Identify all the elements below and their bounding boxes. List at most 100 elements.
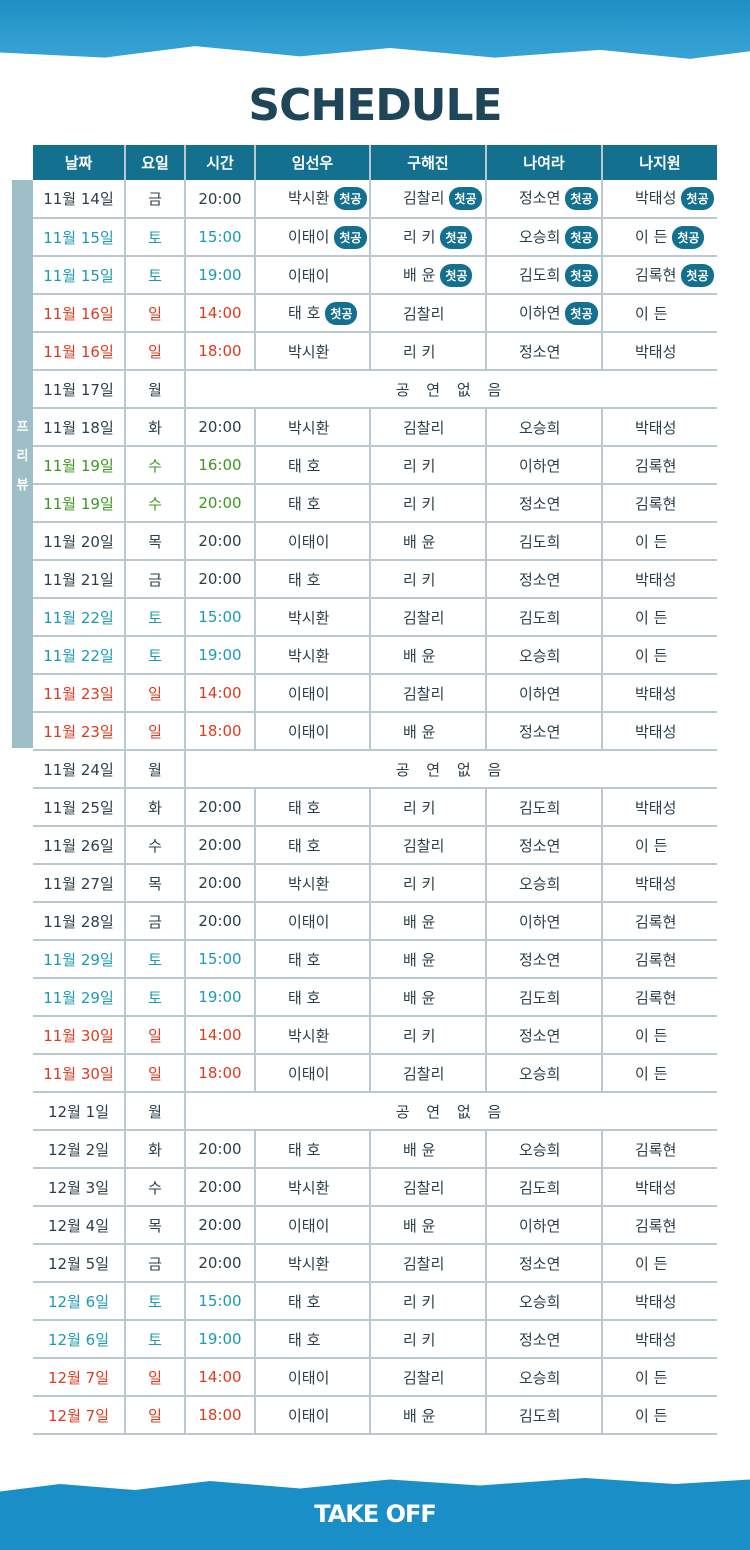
column-header: 구해진 <box>369 145 486 180</box>
time-cell: 20:00 <box>184 788 255 827</box>
day-cell: 목 <box>124 1206 185 1245</box>
cast-cell: 정소연 <box>485 484 602 523</box>
table-row: 11월 19일 수 16:00 태 호 리 키 이하연 김록현 <box>33 446 717 485</box>
time-cell: 20:00 <box>184 902 255 941</box>
date-cell: 12월 6일 <box>33 1282 125 1321</box>
time-cell: 19:00 <box>184 1320 255 1359</box>
takeoff-logo: TAKE OFF <box>314 1500 437 1528</box>
date-cell: 11월 22일 <box>33 598 125 637</box>
table-row: 11월 23일 일 14:00 이태이 김찰리 이하연 박태성 <box>33 674 717 713</box>
cast-name: 이태이 <box>288 532 330 551</box>
date-cell: 11월 15일 <box>33 218 125 257</box>
cast-cell: 김찰리 <box>369 674 486 713</box>
table-row: 11월 20일 목 20:00 이태이 배 윤 김도희 이 든 <box>33 522 717 561</box>
cast-cell: 김찰리 <box>369 1054 486 1093</box>
cast-name: 박태성 <box>635 1178 677 1197</box>
day-cell: 토 <box>124 978 185 1017</box>
cast-name: 정소연 <box>519 189 561 207</box>
cast-name: 김록현 <box>635 912 677 931</box>
day-cell: 금 <box>124 180 185 219</box>
table-row: 11월 25일 화 20:00 태 호 리 키 김도희 박태성 <box>33 788 717 827</box>
cast-cell: 박태성 <box>601 332 717 371</box>
date-cell: 12월 6일 <box>33 1320 125 1359</box>
cast-name: 배 윤 <box>403 988 436 1007</box>
cast-cell: 김록현 <box>601 1130 717 1169</box>
cast-name: 이 든 <box>635 1368 668 1387</box>
date-cell: 11월 23일 <box>33 674 125 713</box>
side-char: 뷰 <box>16 478 29 493</box>
time-cell: 18:00 <box>184 1054 255 1093</box>
date-cell: 12월 4일 <box>33 1206 125 1245</box>
table-row: 11월 18일 화 20:00 박시환 김찰리 오승희 박태성 <box>33 408 717 447</box>
cast-cell: 이태이 <box>254 256 370 295</box>
cast-cell: 오승희 <box>485 636 602 675</box>
table-row: 11월 17일 월 공 연 없 음 <box>33 370 717 409</box>
cast-name: 태 호 <box>288 456 321 475</box>
cast-cell: 태 호 <box>254 788 370 827</box>
cast-cell: 태 호 <box>254 446 370 485</box>
cast-name: 배 윤 <box>403 1216 436 1235</box>
date-cell: 11월 20일 <box>33 522 125 561</box>
cast-cell: 리 키 <box>369 1320 486 1359</box>
day-cell: 일 <box>124 1396 185 1435</box>
cast-cell: 이태이 <box>254 1358 370 1397</box>
cast-name: 이 든 <box>635 608 668 627</box>
cast-cell: 이하연 <box>485 1206 602 1245</box>
side-char: 프 <box>16 420 29 435</box>
cast-name: 배 윤 <box>403 532 436 551</box>
day-cell: 일 <box>124 674 185 713</box>
cast-name: 배 윤 <box>403 722 436 741</box>
cast-name: 김찰리 <box>403 836 445 855</box>
no-show-cell: 공 연 없 음 <box>184 1092 717 1131</box>
cast-name: 이하연 <box>519 1216 561 1235</box>
time-cell: 20:00 <box>184 560 255 599</box>
cast-name: 김찰리 <box>403 1178 445 1197</box>
cast-cell: 리 키 <box>369 1282 486 1321</box>
cast-name: 이 든 <box>635 532 668 551</box>
cast-name: 배 윤 <box>403 1406 436 1425</box>
cast-name: 박시환 <box>288 1178 330 1197</box>
table-row: 11월 15일 토 15:00 이태이 첫공 리 키 첫공 오승희 첫공 이 든 첫공 <box>33 218 717 257</box>
cast-name: 박태성 <box>635 722 677 741</box>
cast-cell: 이태이 <box>254 1054 370 1093</box>
cast-cell: 박태성 <box>601 408 717 447</box>
day-cell: 화 <box>124 408 185 447</box>
time-cell: 20:00 <box>184 1244 255 1283</box>
cast-cell: 김찰리 <box>369 1168 486 1207</box>
first-show-badge: 첫공 <box>440 263 473 287</box>
date-cell: 11월 23일 <box>33 712 125 751</box>
bottom-brush-banner <box>0 1478 750 1550</box>
cast-name: 정소연 <box>519 1330 561 1349</box>
cast-cell: 배 윤 <box>369 1130 486 1169</box>
day-cell: 토 <box>124 636 185 675</box>
cast-name: 김록현 <box>635 265 677 284</box>
cast-cell: 태 호 <box>254 1130 370 1169</box>
cast-cell: 이 든 첫공 <box>601 218 717 257</box>
cast-name: 김록현 <box>635 494 677 513</box>
cast-name: 김록현 <box>635 950 677 969</box>
cast-name: 배 윤 <box>403 950 436 969</box>
time-cell: 14:00 <box>184 1358 255 1397</box>
first-show-badge: 첫공 <box>334 187 367 210</box>
cast-cell: 박시환 <box>254 408 370 447</box>
cast-name: 박시환 <box>288 342 330 361</box>
cast-name: 오승희 <box>519 874 561 893</box>
cast-name: 김록현 <box>635 1140 677 1159</box>
table-header: 날짜 요일 시간 임선우 구해진 나여라 나지원 <box>33 145 717 180</box>
table-row: 12월 6일 토 19:00 태 호 리 키 정소연 박태성 <box>33 1320 717 1359</box>
day-cell: 화 <box>124 1130 185 1169</box>
table-row: 12월 7일 일 18:00 이태이 배 윤 김도희 이 든 <box>33 1396 717 1435</box>
table-row: 12월 5일 금 20:00 박시환 김찰리 정소연 이 든 <box>33 1244 717 1283</box>
cast-cell: 정소연 <box>485 332 602 371</box>
cast-name: 태 호 <box>288 494 321 513</box>
day-cell: 금 <box>124 560 185 599</box>
cast-name: 이하연 <box>519 303 561 322</box>
date-cell: 11월 19일 <box>33 484 125 523</box>
time-cell: 18:00 <box>184 712 255 751</box>
preview-side-label: 프 리 뷰 <box>12 180 33 748</box>
top-brush-banner <box>0 0 750 59</box>
cast-name: 정소연 <box>519 1254 561 1273</box>
cast-cell: 이 든 <box>601 1358 717 1397</box>
cast-cell: 정소연 <box>485 826 602 865</box>
time-cell: 20:00 <box>184 864 255 903</box>
